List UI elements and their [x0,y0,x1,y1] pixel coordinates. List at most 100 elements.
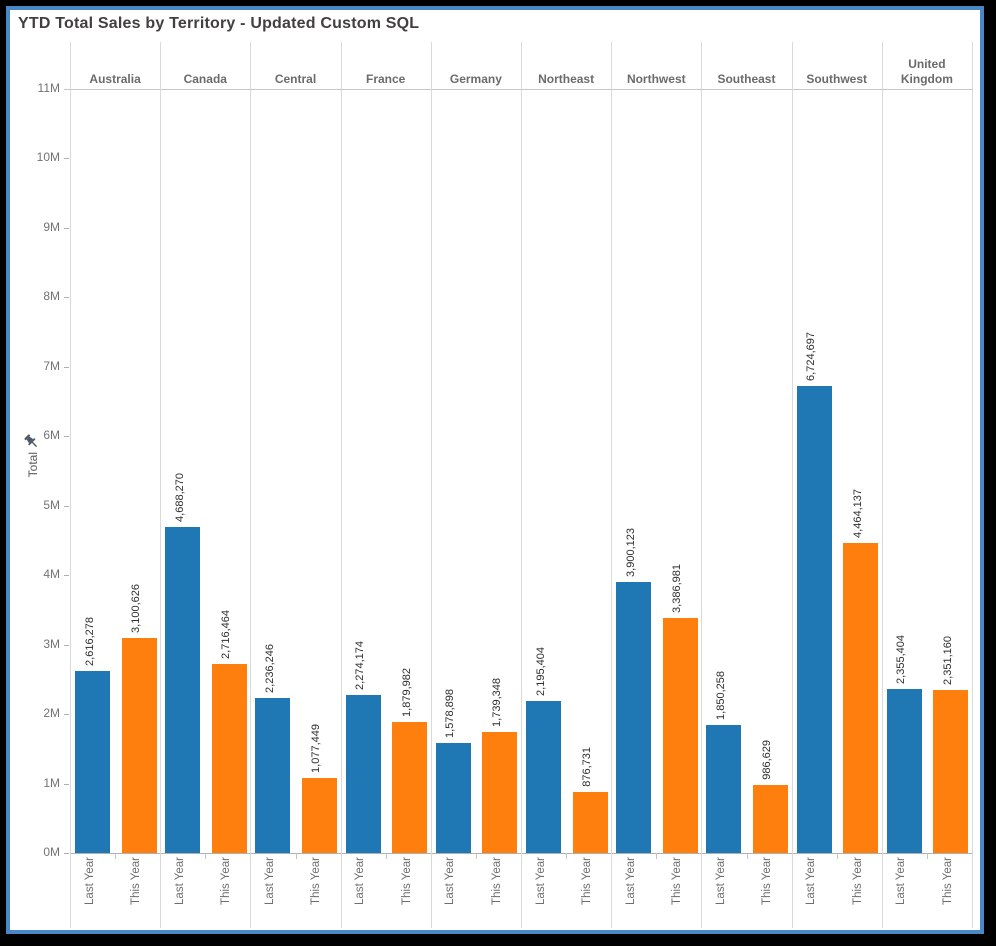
tableau-worksheet-window: YTD Total Sales by Territory - Updated C… [6,6,984,934]
bar-value-label: 3,386,981 [671,563,684,613]
bar-value-label: 2,274,174 [354,641,367,690]
x-axis-label-this-year[interactable]: This Year [851,857,864,905]
bar-this-year-central[interactable] [301,778,337,853]
bar-value-label: 2,351,160 [941,635,954,685]
column-mid-tick [656,853,658,859]
y-tick-label: 0M [43,845,60,859]
bar-value-label: 2,616,278 [83,617,96,667]
y-tick-label: 6M [43,428,60,443]
column-header-southeast[interactable]: Southeast [717,71,776,86]
x-axis-label-this-year[interactable]: This Year [400,857,413,905]
column-mid-tick [295,853,297,859]
bar-value-label: 1,578,898 [444,689,457,739]
x-axis-label-last-year[interactable]: Last Year [83,857,96,905]
y-tick-mark [64,575,69,577]
column-header-australia[interactable]: Australia [89,71,141,86]
x-axis-label-last-year[interactable]: Last Year [444,857,457,905]
bar-value-label: 2,716,464 [220,610,233,660]
bar-last-year-germany[interactable] [435,743,471,853]
column-header-southwest[interactable]: Southwest [806,71,868,86]
bar-value-label: 3,100,626 [130,583,142,633]
x-axis-label-last-year[interactable]: Last Year [354,857,367,905]
y-tick-mark [64,853,69,854]
column-header-germany[interactable]: Germany [449,71,502,86]
column-header-central[interactable]: Central [274,71,317,86]
y-tick-label: 1M [43,775,60,790]
y-tick-mark [64,227,69,229]
plot-top-border-line [64,89,972,90]
bar-value-label: 4,464,137 [851,488,864,538]
x-axis-label-this-year[interactable]: This Year [130,857,142,905]
x-axis-label-this-year[interactable]: This Year [941,857,954,905]
column-divider [250,42,252,928]
bar-this-year-southwest[interactable] [843,542,879,853]
column-header-united-kingdom[interactable]: United Kingdom [900,57,953,86]
x-axis-label-this-year[interactable]: This Year [671,857,684,905]
x-axis-label-this-year[interactable]: This Year [761,857,774,905]
x-axis-label-this-year[interactable]: This Year [220,857,233,905]
column-header-france[interactable]: France [366,71,406,86]
bar-this-year-france[interactable] [392,722,428,853]
bar-this-year-canada[interactable] [211,664,247,853]
page-title: YTD Total Sales by Territory - Updated C… [18,15,420,32]
bar-this-year-australia[interactable] [121,637,157,853]
bar-last-year-australia[interactable] [75,671,110,853]
bar-value-label: 876,731 [581,747,593,788]
column-mid-tick [566,853,568,859]
column-header-northwest[interactable]: Northwest [626,71,686,86]
column-header-northeast[interactable]: Northeast [538,71,595,86]
x-axis-label-last-year[interactable]: Last Year [624,857,637,905]
bar-value-label: 4,688,270 [173,473,186,523]
bar-last-year-northwest[interactable] [616,582,652,853]
bar-value-label: 1,879,982 [400,668,413,718]
x-axis-label-last-year[interactable]: Last Year [895,857,908,905]
y-tick-label: 10M [36,150,60,165]
column-mid-tick [475,853,477,859]
bar-this-year-germany[interactable] [482,732,518,853]
bar-value-label: 2,355,404 [895,635,908,685]
column-divider [972,42,973,928]
x-axis-label-last-year[interactable]: Last Year [714,857,727,905]
bar-value-label: 2,236,246 [263,643,276,693]
y-tick-label: 7M [43,358,60,373]
x-axis-label-this-year[interactable]: This Year [310,857,323,905]
x-axis-label-last-year[interactable]: Last Year [805,857,818,905]
column-divider [430,42,432,928]
column-header-canada[interactable]: Canada [183,71,227,86]
bar-last-year-southeast[interactable] [706,724,742,853]
bar-this-year-southeast[interactable] [752,784,788,853]
y-tick-mark [64,714,69,716]
column-divider [340,42,342,928]
bar-value-label: 1,077,449 [310,724,323,774]
bar-last-year-central[interactable] [255,697,291,853]
column-mid-tick [926,853,928,859]
bar-last-year-united-kingdom[interactable] [886,689,922,853]
x-axis-label-last-year[interactable]: Last Year [534,857,547,905]
bar-this-year-northwest[interactable] [662,617,698,853]
bar-this-year-united-kingdom[interactable] [933,689,969,853]
y-tick-label: 9M [43,219,60,234]
y-tick-mark [64,297,69,299]
bar-last-year-canada[interactable] [165,527,201,853]
bar-last-year-southwest[interactable] [796,385,832,853]
column-divider [791,42,793,928]
x-axis-label-last-year[interactable]: Last Year [173,857,186,905]
column-divider [521,42,522,928]
bar-last-year-france[interactable] [345,695,381,853]
y-tick-label: 8M [43,289,60,304]
bar-this-year-northeast[interactable] [572,792,608,853]
y-tick-mark [64,158,69,160]
x-axis-label-this-year[interactable]: This Year [490,857,503,905]
y-tick-mark [64,505,69,507]
column-divider [70,42,71,928]
bar-chart-area: Australia 2,616,278 Last Year 3,100,626 This… [64,42,973,928]
pinned-axis-pushpin-icon[interactable] [23,433,41,451]
x-axis-label-this-year[interactable]: This Year [581,857,593,905]
x-axis-label-last-year[interactable]: Last Year [263,857,276,905]
y-tick-label: 11M [37,81,60,95]
bar-value-label: 3,900,123 [624,528,637,578]
y-tick-label: 5M [43,497,60,512]
column-mid-tick [746,853,748,859]
bar-last-year-northeast[interactable] [526,700,561,853]
